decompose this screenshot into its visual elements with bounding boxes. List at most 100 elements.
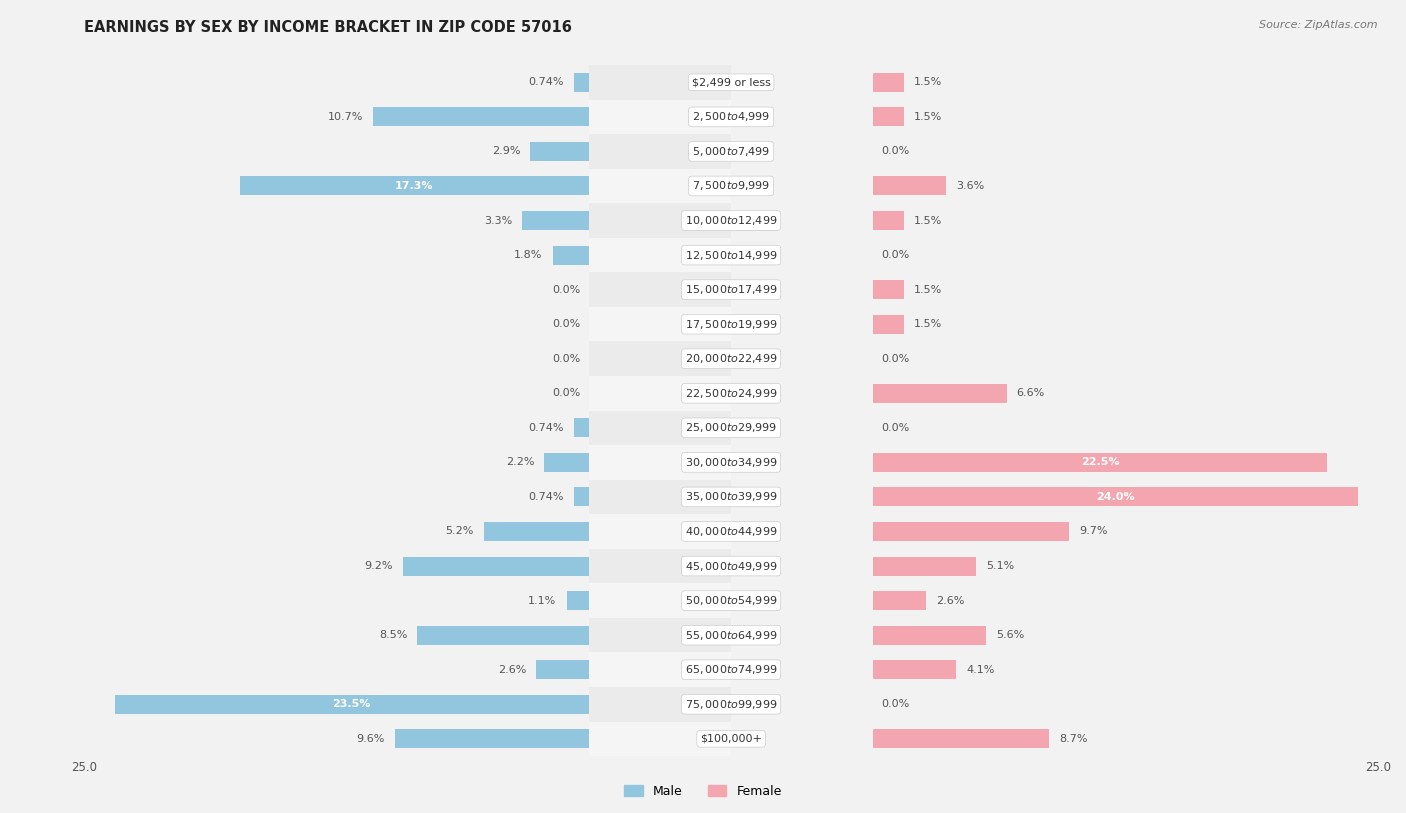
Bar [0,307,873,341]
Bar [873,591,927,610]
Bar [395,729,589,748]
Text: 23.5%: 23.5% [333,699,371,709]
Text: 6.6%: 6.6% [1017,389,1045,398]
Bar [574,488,589,506]
Bar [0,411,731,445]
Text: $22,500 to $24,999: $22,500 to $24,999 [685,387,778,400]
Bar [589,376,1406,411]
Text: 0.0%: 0.0% [882,423,910,433]
Bar [0,272,873,307]
Text: 5.1%: 5.1% [987,561,1015,571]
Bar [589,237,1406,272]
Text: 22.5%: 22.5% [1081,458,1119,467]
Text: 0.74%: 0.74% [529,77,564,87]
Bar [589,134,1406,168]
Bar [0,514,873,549]
Text: $55,000 to $64,999: $55,000 to $64,999 [685,628,778,641]
Text: 9.7%: 9.7% [1080,527,1108,537]
Bar [873,384,1007,402]
Bar [0,99,873,134]
Text: 0.74%: 0.74% [529,492,564,502]
Bar [589,514,1406,549]
Text: $25,000 to $29,999: $25,000 to $29,999 [685,421,778,434]
Bar [0,652,873,687]
Bar [0,99,731,134]
Text: 2.2%: 2.2% [506,458,534,467]
Bar [589,99,1406,134]
Text: $100,000+: $100,000+ [700,734,762,744]
Bar [0,376,873,411]
Bar [589,203,1406,237]
Text: Source: ZipAtlas.com: Source: ZipAtlas.com [1260,20,1378,29]
Bar [0,480,731,514]
Bar [0,272,731,307]
Bar [553,246,589,264]
Bar [873,280,904,299]
Bar [0,307,731,341]
Bar [574,419,589,437]
Text: 24.0%: 24.0% [1097,492,1135,502]
Text: $45,000 to $49,999: $45,000 to $49,999 [685,559,778,572]
Bar [0,203,873,237]
Bar [0,411,873,445]
Bar [589,722,1406,756]
Bar [0,341,873,376]
Bar [589,272,1406,307]
Text: 0.0%: 0.0% [553,285,581,294]
Text: $7,500 to $9,999: $7,500 to $9,999 [692,180,770,193]
Bar [589,652,1406,687]
Bar [589,341,1406,376]
Text: 3.6%: 3.6% [956,181,984,191]
Legend: Male, Female: Male, Female [619,780,787,802]
Text: $30,000 to $34,999: $30,000 to $34,999 [685,456,778,469]
Bar [873,73,904,92]
Bar [0,203,731,237]
Bar [0,168,731,203]
Bar [0,514,731,549]
Bar [873,211,904,230]
Bar [0,549,731,584]
Bar [589,411,1406,445]
Bar [589,307,1406,341]
Bar [873,488,1358,506]
Bar [0,687,873,722]
Bar [0,584,873,618]
Text: 9.2%: 9.2% [364,561,394,571]
Bar [0,480,873,514]
Bar [115,695,589,714]
Bar [873,660,956,679]
Bar [589,687,1406,722]
Bar [0,652,731,687]
Text: 1.8%: 1.8% [515,250,543,260]
Text: 0.0%: 0.0% [882,146,910,156]
Bar [536,660,589,679]
Bar [240,176,589,195]
Text: 0.0%: 0.0% [882,250,910,260]
Bar [873,107,904,126]
Text: 0.74%: 0.74% [529,423,564,433]
Bar [0,549,873,584]
Bar [0,134,731,168]
Text: $10,000 to $12,499: $10,000 to $12,499 [685,214,778,227]
Text: $17,500 to $19,999: $17,500 to $19,999 [685,318,778,331]
Text: $75,000 to $99,999: $75,000 to $99,999 [685,698,778,711]
Text: 1.1%: 1.1% [529,596,557,606]
Bar [873,729,1049,748]
Text: 9.6%: 9.6% [357,734,385,744]
Bar [0,134,873,168]
Bar [373,107,589,126]
Text: $65,000 to $74,999: $65,000 to $74,999 [685,663,778,676]
Bar [589,618,1406,652]
Text: 1.5%: 1.5% [914,77,942,87]
Text: 3.3%: 3.3% [484,215,512,225]
Bar [0,584,731,618]
Text: 0.0%: 0.0% [553,389,581,398]
Bar [0,722,731,756]
Text: $40,000 to $44,999: $40,000 to $44,999 [685,525,778,538]
Text: $2,499 or less: $2,499 or less [692,77,770,87]
Text: 8.7%: 8.7% [1059,734,1088,744]
Bar [0,618,731,652]
Bar [544,453,589,472]
Text: 0.0%: 0.0% [553,354,581,363]
Text: $35,000 to $39,999: $35,000 to $39,999 [685,490,778,503]
